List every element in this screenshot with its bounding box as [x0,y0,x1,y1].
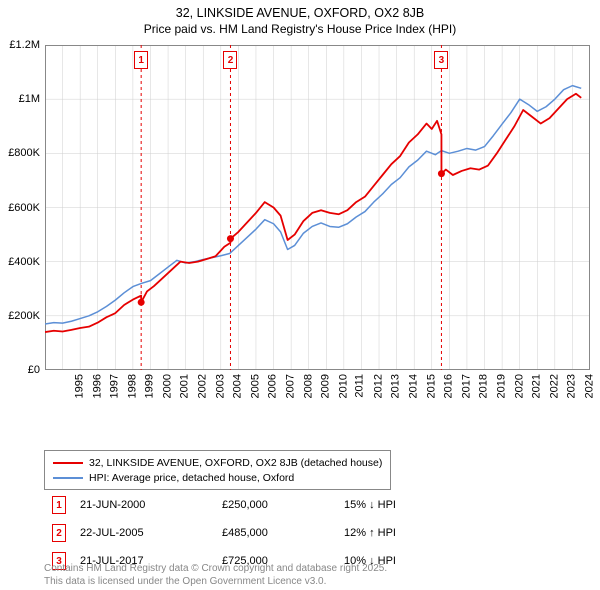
y-axis-label: £200K [0,310,40,322]
legend-row: 32, LINKSIDE AVENUE, OXFORD, OX2 8JB (de… [53,455,382,470]
x-axis-label: 2018 [478,374,490,398]
line-chart [45,45,590,370]
y-axis-label: £0 [0,364,40,376]
x-axis-label: 2024 [583,374,595,398]
legend-row: HPI: Average price, detached house, Oxfo… [53,470,382,485]
legend: 32, LINKSIDE AVENUE, OXFORD, OX2 8JB (de… [44,450,391,490]
transaction-delta-hpi: 12% ↑ HPI [338,520,402,546]
x-axis-label: 1999 [144,374,156,398]
x-axis-label: 2015 [425,374,437,398]
footer-attribution: Contains HM Land Registry data © Crown c… [44,562,387,588]
legend-swatch [53,462,83,464]
transaction-delta-hpi: 15% ↓ HPI [338,492,402,518]
x-axis-label: 2005 [249,374,261,398]
footer-line1: Contains HM Land Registry data © Crown c… [44,562,387,575]
y-axis-label: £1.2M [0,39,40,51]
page-subtitle: Price paid vs. HM Land Registry's House … [0,22,600,36]
legend-swatch [53,477,83,479]
legend-label: 32, LINKSIDE AVENUE, OXFORD, OX2 8JB (de… [89,457,382,469]
x-axis-label: 1995 [73,374,85,398]
x-axis-label: 2012 [372,374,384,398]
y-axis-label: £800K [0,147,40,159]
x-axis-label: 2008 [302,374,314,398]
x-axis-label: 1998 [126,374,138,398]
x-axis-label: 2021 [531,374,543,398]
chart-marker-1: 1 [134,51,148,69]
transaction-date: 22-JUL-2005 [74,520,214,546]
x-axis-label: 2007 [284,374,296,398]
transaction-price: £485,000 [216,520,336,546]
table-marker-1: 1 [52,496,66,514]
transaction-date: 21-JUN-2000 [74,492,214,518]
x-axis-label: 2023 [566,374,578,398]
x-axis-label: 2022 [548,374,560,398]
chart-marker-3: 3 [434,51,448,69]
x-axis-label: 2020 [513,374,525,398]
x-axis-label: 2000 [161,374,173,398]
x-axis-label: 2006 [267,374,279,398]
x-axis-label: 2010 [337,374,349,398]
x-axis-label: 2014 [408,374,420,398]
table-marker-2: 2 [52,524,66,542]
x-axis-label: 2001 [179,374,191,398]
x-axis-label: 2009 [320,374,332,398]
y-axis-label: £600K [0,202,40,214]
transaction-price: £250,000 [216,492,336,518]
table-row: 1 21-JUN-2000£250,00015% ↓ HPI [46,492,402,518]
x-axis-label: 2019 [495,374,507,398]
x-axis-label: 2003 [214,374,226,398]
legend-label: HPI: Average price, detached house, Oxfo… [89,472,294,484]
y-axis-label: £1M [0,93,40,105]
table-row: 2 22-JUL-2005£485,00012% ↑ HPI [46,520,402,546]
y-axis-label: £400K [0,256,40,268]
x-axis-label: 2013 [390,374,402,398]
page-title: 32, LINKSIDE AVENUE, OXFORD, OX2 8JB [0,6,600,20]
footer-line2: This data is licensed under the Open Gov… [44,575,387,588]
x-axis-label: 2011 [354,374,366,398]
chart-area [45,45,590,370]
chart-marker-2: 2 [223,51,237,69]
x-axis-label: 1996 [91,374,103,398]
x-axis-label: 2004 [232,374,244,398]
x-axis-label: 2016 [443,374,455,398]
x-axis-label: 2017 [460,374,472,398]
x-axis-label: 1997 [109,374,121,398]
x-axis-label: 2002 [197,374,209,398]
